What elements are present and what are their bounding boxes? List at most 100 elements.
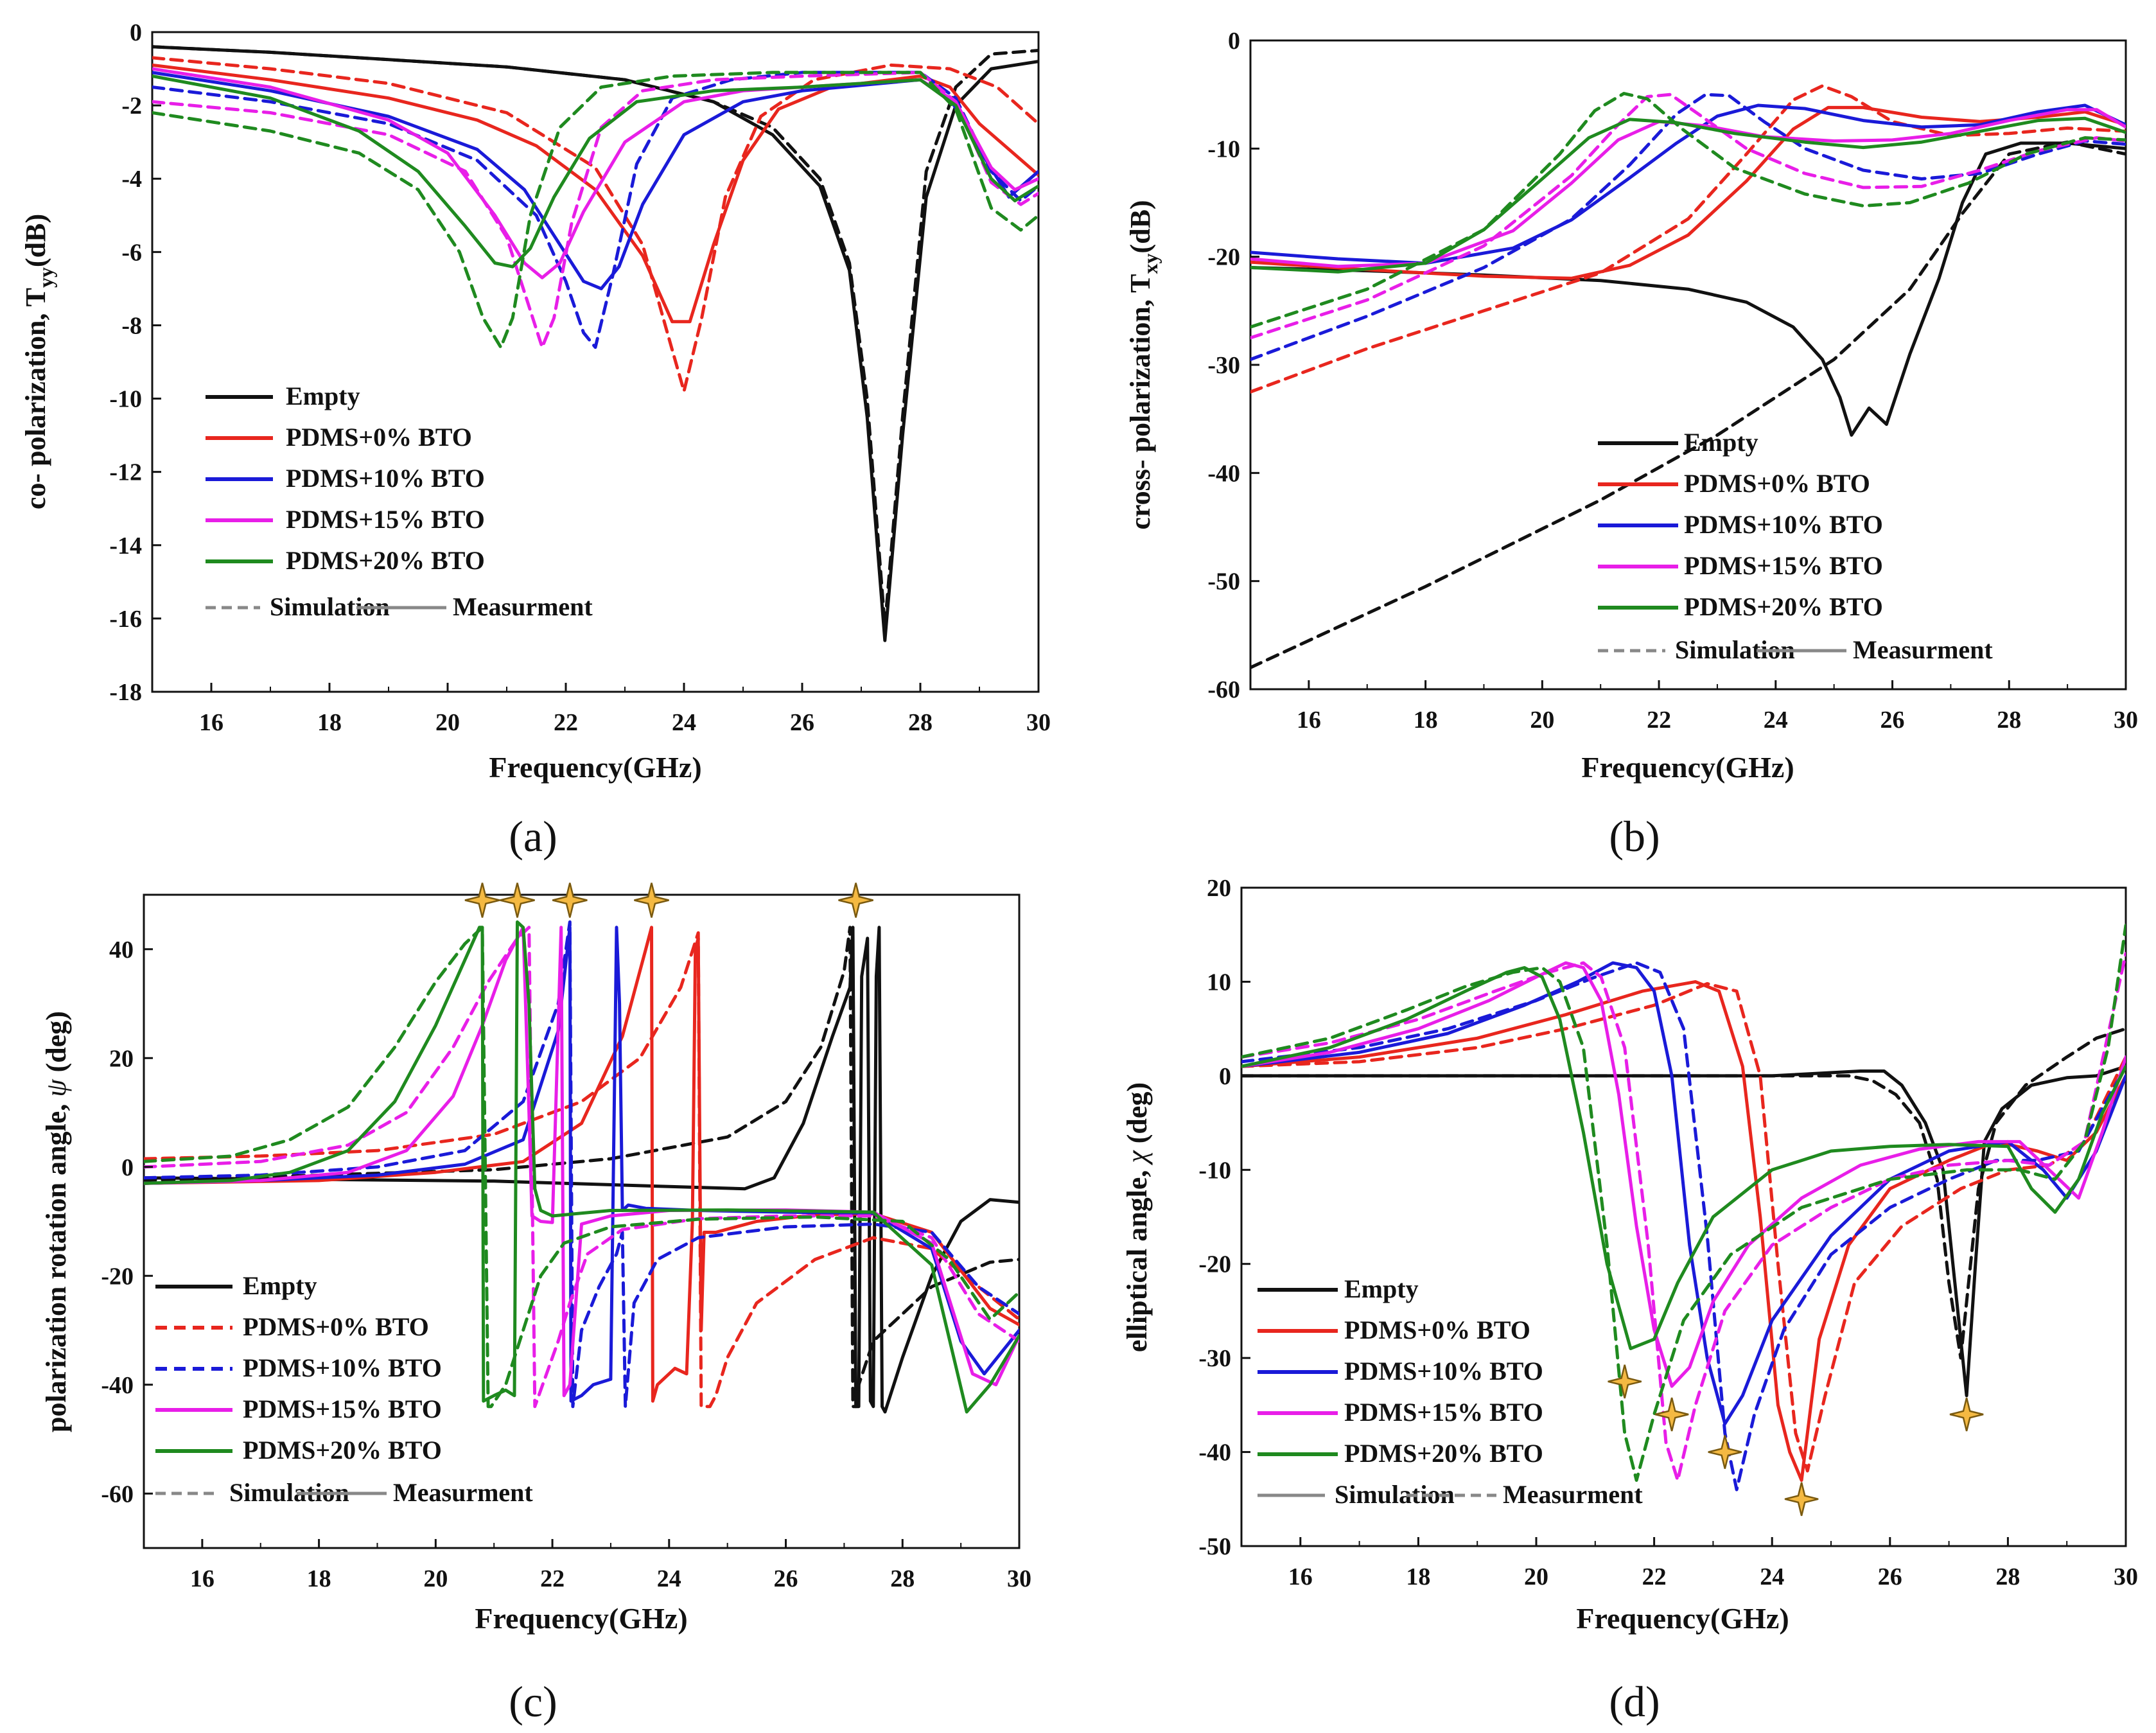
chart-series-a	[152, 45, 1039, 642]
y-tick-label-c--20: -20	[101, 1263, 134, 1290]
legend-label-b-pdms-15pct-bto: PDMS+15% BTO	[1684, 551, 1883, 580]
axis-ticks-c: 16 18 20 22 24 26 28 30 40 20 0 -20 -40 -60	[101, 937, 1031, 1592]
legend-label-c-pdms-15pct-bto: PDMS+15% BTO	[243, 1394, 442, 1423]
legend-label-b-pdms-0pct-bto: PDMS+0% BTO	[1684, 469, 1870, 498]
series-c-empty-measurement	[144, 926, 1019, 1414]
panel-label-d: (d)	[1609, 1677, 1660, 1726]
series-b-pdms-20pct-bto-simulation	[1250, 92, 2126, 329]
series-d-empty-measurement	[1241, 1064, 2126, 1398]
y-tick-label-a--10: -10	[109, 386, 142, 413]
legend-label-d-pdms-15pct-bto: PDMS+15% BTO	[1344, 1398, 1543, 1427]
markers-c	[464, 883, 873, 918]
y-tick-label-c-40: 40	[109, 937, 134, 963]
series-c-pdms-15pct-bto-measurement	[144, 926, 1019, 1398]
markers-d	[1608, 1364, 1984, 1517]
legend-label-d-pdms-0pct-bto: PDMS+0% BTO	[1344, 1315, 1530, 1344]
legend-label-c-pdms-10pct-bto: PDMS+10% BTO	[243, 1353, 442, 1382]
y-tick-label-b--30: -30	[1207, 352, 1240, 379]
x-tick-label-c-22: 22	[540, 1565, 565, 1592]
y-axis-label-a: co- polarization, Tyy(dB)	[20, 214, 57, 509]
x-tick-label-c-18: 18	[307, 1565, 331, 1592]
star-marker-c-1	[500, 883, 535, 918]
panel-label-b: (b)	[1609, 812, 1660, 861]
legend-label-d-empty: Empty	[1344, 1274, 1419, 1303]
y-tick-label-a--12: -12	[109, 459, 142, 486]
y-tick-label-c--40: -40	[101, 1372, 134, 1399]
y-tick-label-d-0: 0	[1219, 1063, 1231, 1090]
series-a-pdms-15pct-bto-measurement	[152, 67, 1039, 279]
legend-label-d-pdms-20pct-bto: PDMS+20% BTO	[1344, 1439, 1543, 1468]
series-a-pdms-0pct-bto-simulation	[152, 56, 1039, 393]
legend-label-d-pdms-10pct-bto: PDMS+10% BTO	[1344, 1357, 1543, 1386]
x-tick-label-d-22: 22	[1642, 1563, 1667, 1590]
legend-label-c-pdms-20pct-bto: PDMS+20% BTO	[243, 1436, 442, 1465]
x-tick-label-c-26: 26	[774, 1565, 798, 1592]
series-b-pdms-10pct-bto-measurement	[1250, 103, 2126, 265]
series-c-pdms-20pct-bto-measurement	[144, 920, 1019, 1414]
y-tick-label-b-0: 0	[1228, 28, 1240, 55]
x-tick-label-b-20: 20	[1530, 707, 1554, 734]
y-tick-label-a--2: -2	[121, 92, 142, 119]
star-marker-c-2	[552, 883, 588, 918]
x-tick-label-d-28: 28	[1995, 1563, 2020, 1590]
star-marker-c-0	[464, 883, 500, 918]
star-marker-c-3	[634, 883, 669, 918]
plot-frame-d	[1240, 886, 2127, 1547]
y-tick-label-a--18: -18	[109, 679, 142, 706]
x-tick-label-a-22: 22	[554, 709, 578, 736]
star-marker-d-1	[1654, 1397, 1689, 1432]
star-marker-d-3	[1784, 1482, 1819, 1517]
x-tick-label-d-20: 20	[1524, 1563, 1548, 1590]
series-b-pdms-15pct-bto-simulation	[1250, 92, 2126, 340]
x-tick-label-d-30: 30	[2114, 1563, 2138, 1590]
y-tick-label-d--50: -50	[1198, 1533, 1231, 1560]
legend-b: Empty PDMS+0% BTO PDMS+10% BTO PDMS+15% BTO…	[1598, 428, 1993, 664]
series-a-pdms-20pct-bto-measurement	[152, 75, 1039, 268]
x-tick-label-a-28: 28	[908, 709, 933, 736]
panel-label-c: (c)	[509, 1677, 557, 1726]
y-tick-label-a-0: 0	[130, 19, 142, 46]
x-tick-label-a-20: 20	[435, 709, 460, 736]
series-d-pdms-20pct-bto-simulation	[1241, 924, 2126, 1482]
legend-label-a-empty: Empty	[286, 382, 360, 410]
x-axis-label-c: Frequency(GHz)	[475, 1602, 687, 1635]
series-b-pdms-20pct-bto-measurement	[1250, 116, 2126, 274]
series-a-empty-measurement	[152, 45, 1039, 642]
y-tick-label-a--14: -14	[109, 532, 142, 559]
x-tick-label-b-22: 22	[1647, 707, 1671, 734]
x-tick-label-d-18: 18	[1406, 1563, 1430, 1590]
star-marker-d-2	[1708, 1435, 1742, 1469]
legend-label-a-pdms-0pct-bto: PDMS+0% BTO	[286, 423, 472, 452]
series-b-pdms-10pct-bto-simulation	[1250, 92, 2126, 362]
x-axis-label-a: Frequency(GHz)	[489, 751, 701, 784]
series-a-pdms-15pct-bto-simulation	[152, 71, 1039, 349]
series-c-pdms-15pct-bto-simulation	[144, 926, 1019, 1409]
legend-a: Empty PDMS+0% BTO PDMS+10% BTO PDMS+15% BTO…	[206, 382, 593, 621]
y-tick-label-b--60: -60	[1207, 676, 1240, 703]
x-tick-label-a-18: 18	[317, 709, 342, 736]
y-tick-label-c--60: -60	[101, 1481, 134, 1508]
x-tick-label-b-18: 18	[1414, 707, 1438, 734]
series-c-pdms-10pct-bto-measurement	[144, 926, 1019, 1403]
legend-style-label-d-second: Measurment	[1503, 1480, 1643, 1509]
legend-label-a-pdms-10pct-bto: PDMS+10% BTO	[286, 464, 485, 493]
y-axis-label-c: polarization rotation angle, ψ (deg)	[40, 1011, 72, 1432]
series-b-empty-simulation	[1250, 140, 2126, 669]
y-tick-label-d-10: 10	[1207, 969, 1231, 996]
legend-d: Empty PDMS+0% BTO PDMS+10% BTO PDMS+15% BTO…	[1258, 1274, 1643, 1509]
x-tick-label-d-24: 24	[1760, 1563, 1784, 1590]
y-tick-label-a--6: -6	[121, 239, 142, 266]
series-b-empty-measurement	[1250, 141, 2126, 437]
chart-series-b	[1250, 84, 2126, 669]
panel-label-a: (a)	[509, 812, 557, 861]
legend-label-a-pdms-20pct-bto: PDMS+20% BTO	[286, 546, 485, 575]
panel-a: 16 18 20 22 24 26 28 30 0 -2 -4 -6 -8 -10 -12 -14 -16 -18…	[20, 19, 1051, 861]
legend-label-c-empty: Empty	[243, 1271, 317, 1300]
legend-style-label-a-second: Measurment	[453, 592, 593, 621]
x-tick-label-c-28: 28	[890, 1565, 915, 1592]
star-marker-d-4	[1949, 1397, 1984, 1432]
series-a-pdms-10pct-bto-simulation	[152, 71, 1039, 349]
legend-label-b-empty: Empty	[1684, 428, 1758, 457]
legend-c: Empty PDMS+0% BTO PDMS+10% BTO PDMS+15% BTO…	[155, 1271, 533, 1507]
x-tick-label-a-26: 26	[790, 709, 814, 736]
